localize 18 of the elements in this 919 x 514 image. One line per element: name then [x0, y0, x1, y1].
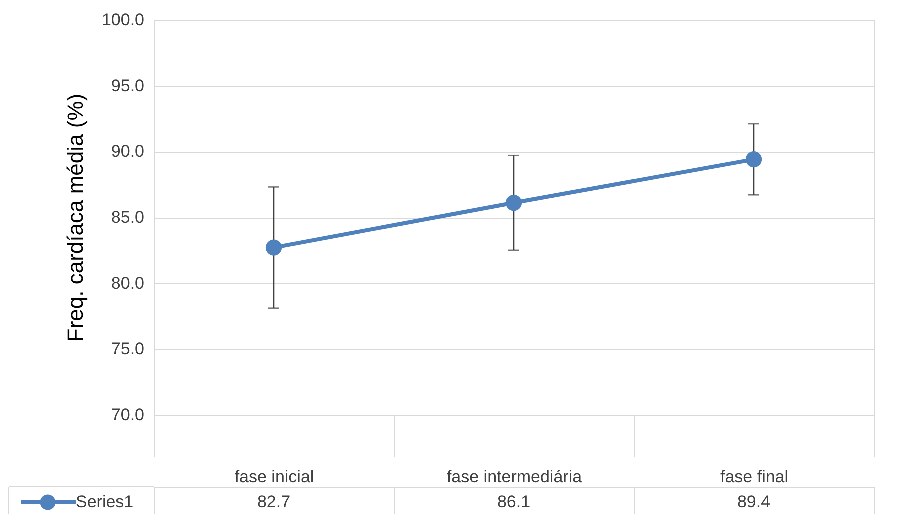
x-tick-label: fase intermediária — [446, 468, 583, 486]
x-tick-label: fase inicial — [234, 468, 314, 486]
point — [746, 152, 762, 168]
legend-label: Series1 — [76, 492, 134, 512]
data-label: 89.4 — [737, 492, 771, 512]
y-tick-label: 85.0 — [111, 208, 144, 227]
point — [506, 194, 522, 212]
data-label: 86.1 — [497, 492, 531, 512]
y-tick-label: 95.0 — [111, 76, 144, 96]
y-axis-title: Freq. cardíaca média (%) — [62, 94, 88, 342]
x-tick-label: fase final — [720, 468, 789, 486]
data-label: 82.7 — [257, 492, 291, 512]
y-tick-label: 70.0 — [111, 406, 144, 424]
point — [266, 240, 282, 256]
y-tick-label: 80.0 — [111, 274, 144, 293]
y-tick-label: 100.0 — [102, 10, 144, 30]
y-tick-label: 75.0 — [111, 340, 144, 359]
y-tick-label: 90.0 — [111, 142, 144, 162]
